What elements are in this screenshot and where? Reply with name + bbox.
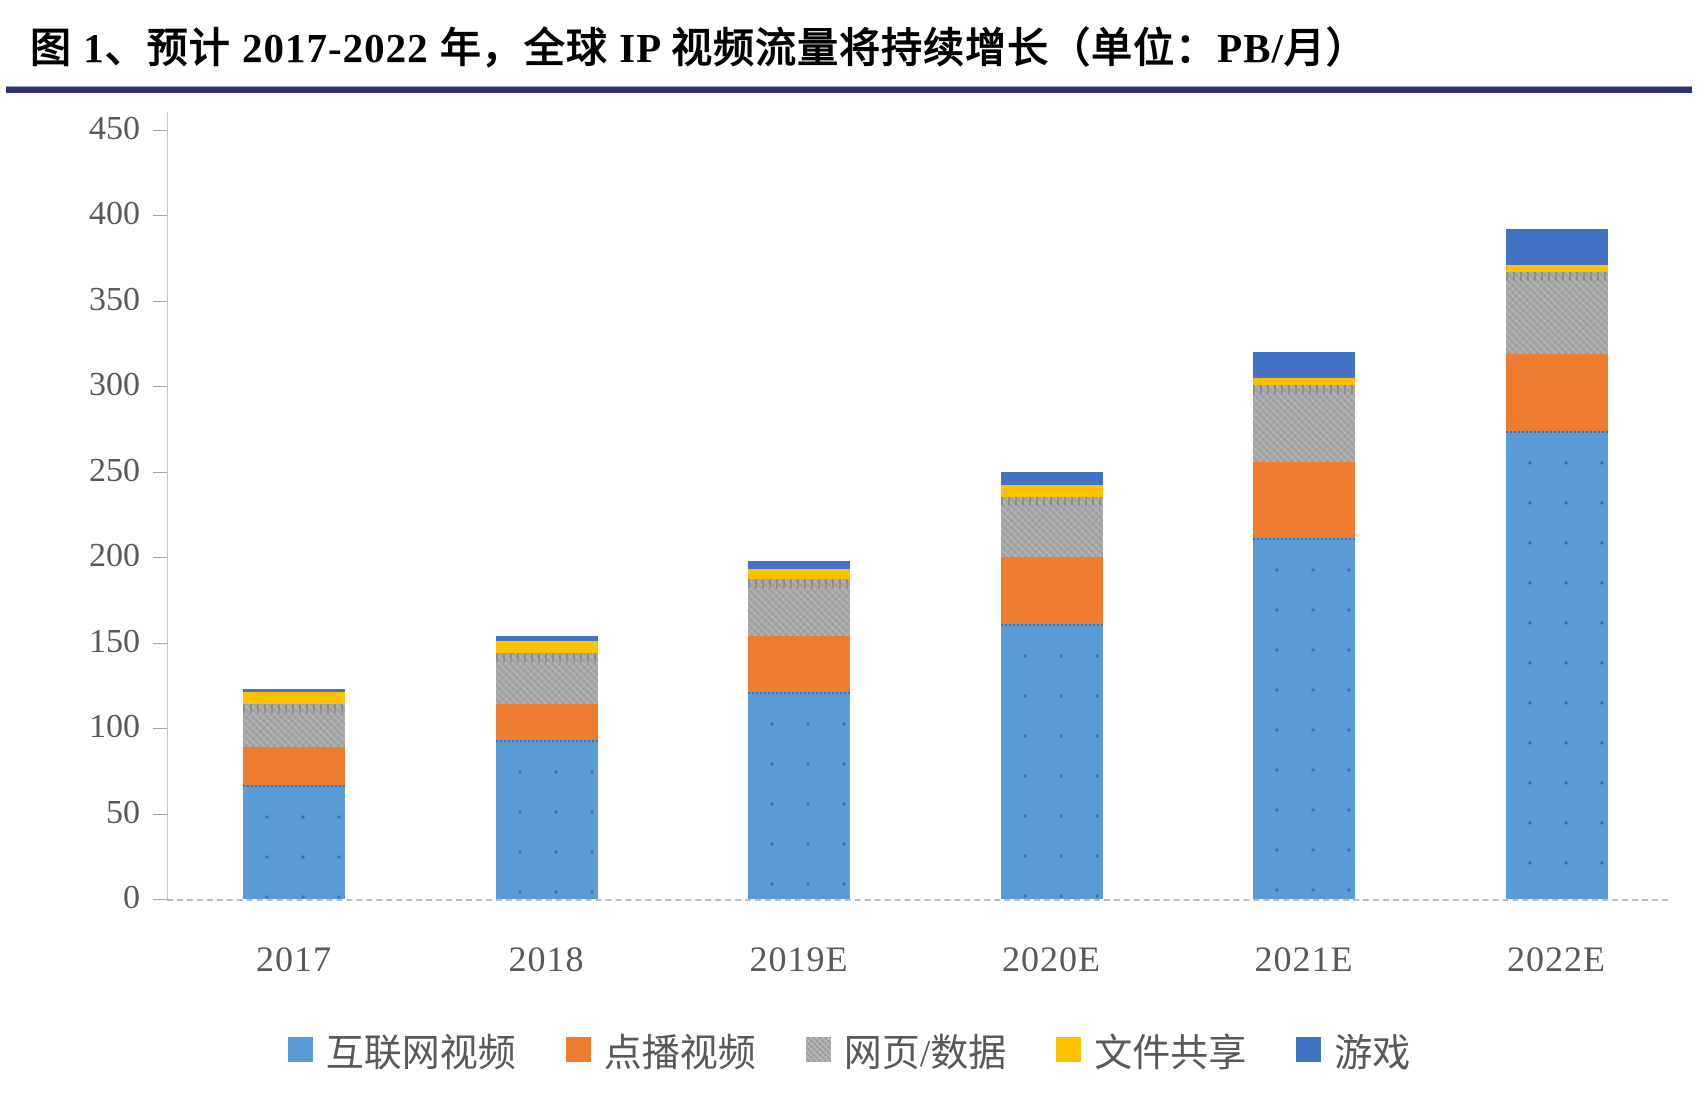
- bar-segment-互联网视频: [748, 692, 850, 899]
- bar-segment-文件共享: [495, 640, 598, 653]
- y-axis-tick: [153, 642, 167, 644]
- y-axis-tick-label: 150: [89, 622, 140, 660]
- bar-segment-点播视频: [1253, 461, 1355, 539]
- bar-segment-网页/数据: [495, 652, 598, 705]
- legend-label: 网页/数据: [843, 1033, 1007, 1075]
- bar-segment-点播视频: [243, 746, 345, 785]
- y-axis-tick-label: 100: [89, 708, 140, 746]
- legend-swatch-文件共享: [1056, 1037, 1082, 1062]
- legend-item-点播视频: 点播视频: [565, 1022, 756, 1077]
- legend-swatch-互联网视频: [287, 1037, 313, 1062]
- y-axis-line: [167, 112, 168, 900]
- bar-segment-文件共享: [1000, 485, 1103, 498]
- y-axis-tick: [153, 813, 167, 815]
- bar-2020E: [1000, 471, 1103, 899]
- legend-swatch-网页/数据: [805, 1037, 831, 1062]
- title-divider-rule: [6, 86, 1692, 93]
- bar-2021E: [1253, 352, 1355, 899]
- y-axis-tick: [153, 728, 167, 730]
- bar-segment-网页/数据: [243, 704, 345, 747]
- legend-label: 互联网视频: [325, 1033, 516, 1075]
- bar-segment-文件共享: [243, 692, 345, 705]
- y-axis-tick-label: 400: [89, 195, 140, 233]
- bar-segment-互联网视频: [1505, 430, 1608, 899]
- bar-segment-网页/数据: [748, 579, 850, 636]
- y-axis-tick-label: 300: [89, 366, 140, 404]
- bar-segment-点播视频: [748, 635, 850, 693]
- bar-segment-游戏: [243, 688, 345, 693]
- legend-item-文件共享: 文件共享: [1056, 1022, 1246, 1077]
- y-axis-tick-label: 50: [106, 793, 140, 831]
- legend-swatch-点播视频: [565, 1037, 591, 1062]
- bar-segment-游戏: [1000, 471, 1103, 486]
- legend-item-互联网视频: 互联网视频: [287, 1022, 516, 1077]
- legend-item-网页/数据: 网页/数据: [805, 1022, 1007, 1077]
- y-axis-tick: [153, 300, 167, 302]
- y-axis-tick: [153, 130, 167, 131]
- bar-segment-游戏: [495, 635, 598, 641]
- bar-segment-网页/数据: [1253, 384, 1355, 462]
- bar-segment-网页/数据: [1505, 271, 1608, 354]
- y-axis-tick-label: 450: [89, 110, 140, 147]
- bar-2018: [495, 635, 598, 899]
- y-axis-tick-label: 350: [89, 280, 140, 318]
- figure-title: 图 1、预计 2017-2022 年，全球 IP 视频流量将持续增长（单位：PB…: [30, 25, 1368, 71]
- bar-segment-游戏: [1505, 229, 1608, 266]
- x-axis-label-2022E: 2022E: [1507, 939, 1606, 979]
- bar-2022E: [1505, 229, 1608, 899]
- bar-segment-游戏: [1253, 352, 1355, 378]
- y-axis-tick: [153, 215, 167, 217]
- bar-segment-互联网视频: [495, 740, 598, 899]
- bar-segment-游戏: [748, 560, 850, 570]
- bar-segment-点播视频: [495, 704, 598, 741]
- bar-segment-点播视频: [1000, 557, 1103, 624]
- bar-segment-文件共享: [1505, 265, 1608, 272]
- bar-segment-互联网视频: [243, 784, 345, 899]
- x-axis-label-2019E: 2019E: [749, 939, 849, 979]
- legend-label: 点播视频: [603, 1033, 756, 1075]
- bar-segment-网页/数据: [1000, 497, 1103, 558]
- y-axis-tick: [153, 471, 167, 473]
- x-axis-label-2020E: 2020E: [1002, 939, 1101, 979]
- bar-segment-互联网视频: [1253, 538, 1355, 899]
- y-axis-tick-label: 250: [89, 451, 140, 489]
- bar-segment-点播视频: [1505, 353, 1608, 431]
- y-axis-tick: [153, 899, 167, 900]
- x-axis-baseline: [167, 899, 1668, 901]
- legend-label: 文件共享: [1094, 1033, 1247, 1075]
- bar-segment-互联网视频: [1000, 623, 1103, 899]
- x-axis-label-2017: 2017: [256, 939, 332, 979]
- chart-legend: 互联网视频 点播视频 网页/数据 文件共享 游戏: [0, 1022, 1698, 1077]
- x-axis-label-2021E: 2021E: [1254, 939, 1354, 979]
- x-axis-label-2018: 2018: [508, 939, 585, 979]
- legend-label: 游戏: [1334, 1033, 1411, 1075]
- y-axis-tick-label: 0: [123, 879, 140, 916]
- bar-2019E: [748, 560, 850, 899]
- bar-segment-文件共享: [748, 569, 850, 580]
- legend-swatch-游戏: [1296, 1037, 1322, 1062]
- bar-segment-文件共享: [1253, 377, 1355, 385]
- y-axis-tick: [153, 557, 167, 559]
- y-axis-tick-label: 200: [89, 537, 140, 575]
- legend-item-游戏: 游戏: [1296, 1022, 1410, 1077]
- bar-2017: [243, 688, 345, 899]
- y-axis-tick: [153, 386, 167, 388]
